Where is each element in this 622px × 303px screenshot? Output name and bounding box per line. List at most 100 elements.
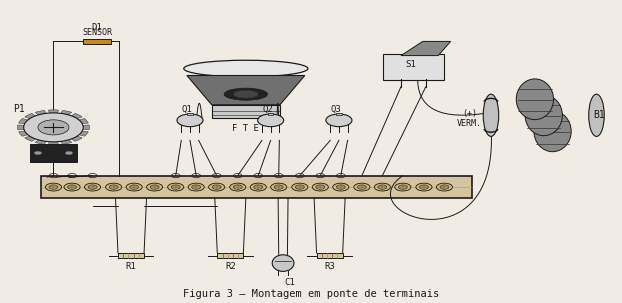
Ellipse shape [516,79,554,120]
Circle shape [399,185,407,189]
Circle shape [254,185,262,189]
Circle shape [168,183,183,191]
Circle shape [416,183,432,191]
Circle shape [38,120,69,135]
Circle shape [326,114,352,127]
Circle shape [274,185,283,189]
Text: R1: R1 [126,261,136,271]
Ellipse shape [183,60,308,77]
Circle shape [316,185,325,189]
Circle shape [395,183,411,191]
Circle shape [65,151,73,155]
Text: Q3: Q3 [330,105,341,114]
Wedge shape [49,110,58,127]
Circle shape [49,185,58,189]
FancyBboxPatch shape [383,54,444,80]
Text: S1: S1 [405,59,415,68]
Text: F T E: F T E [233,124,259,133]
Wedge shape [49,127,58,145]
Text: SENSOR: SENSOR [82,28,112,37]
FancyBboxPatch shape [41,176,472,198]
Circle shape [333,183,349,191]
Text: Figura 3 – Montagem em ponte de terminais: Figura 3 – Montagem em ponte de terminai… [183,289,439,299]
Ellipse shape [589,94,604,136]
Circle shape [233,185,242,189]
Circle shape [130,185,139,189]
Circle shape [440,185,449,189]
FancyBboxPatch shape [187,113,193,115]
Ellipse shape [525,95,562,136]
Ellipse shape [483,94,499,136]
Polygon shape [187,75,305,105]
Circle shape [258,114,284,127]
Circle shape [171,185,180,189]
Circle shape [295,185,304,189]
Circle shape [212,185,221,189]
Ellipse shape [272,255,294,271]
Wedge shape [53,127,88,136]
Wedge shape [53,113,82,127]
Circle shape [437,183,452,191]
Wedge shape [35,110,53,127]
FancyBboxPatch shape [317,253,343,258]
Wedge shape [17,125,53,130]
Circle shape [419,185,429,189]
Circle shape [192,185,201,189]
Ellipse shape [224,88,267,100]
FancyBboxPatch shape [83,39,111,44]
Circle shape [358,185,366,189]
Wedge shape [35,127,53,144]
FancyBboxPatch shape [337,113,341,115]
Circle shape [147,183,163,191]
Text: C1: C1 [284,278,295,287]
Circle shape [208,183,225,191]
Wedge shape [53,110,72,127]
Circle shape [126,183,142,191]
Circle shape [230,183,246,191]
Wedge shape [25,127,53,141]
Circle shape [312,183,328,191]
Text: R3: R3 [324,261,335,271]
Text: Q1: Q1 [182,105,192,114]
Wedge shape [19,127,53,136]
Circle shape [109,185,118,189]
FancyBboxPatch shape [217,253,243,258]
Circle shape [271,183,287,191]
Wedge shape [53,127,82,141]
FancyBboxPatch shape [118,253,144,258]
Circle shape [337,185,345,189]
Circle shape [250,183,266,191]
Circle shape [85,183,101,191]
Text: Q2: Q2 [262,105,273,114]
Wedge shape [53,127,72,144]
FancyBboxPatch shape [30,144,77,162]
Circle shape [292,183,308,191]
Text: B1: B1 [594,110,605,120]
Circle shape [177,114,203,127]
Circle shape [68,185,77,189]
Text: D1: D1 [91,23,102,32]
Circle shape [354,183,370,191]
Circle shape [45,183,62,191]
Wedge shape [53,125,90,130]
Ellipse shape [534,111,571,152]
Circle shape [88,185,97,189]
Wedge shape [25,113,53,127]
Polygon shape [401,42,450,55]
FancyBboxPatch shape [211,105,280,118]
Circle shape [378,185,387,189]
Circle shape [374,183,391,191]
Text: (+)
VERM.: (+) VERM. [457,108,482,128]
Circle shape [34,151,42,155]
Text: R2: R2 [225,261,236,271]
Circle shape [188,183,204,191]
Text: P1: P1 [14,104,25,114]
Circle shape [150,185,159,189]
Wedge shape [19,118,53,127]
Ellipse shape [233,90,258,98]
Circle shape [64,183,80,191]
FancyBboxPatch shape [268,113,273,115]
Wedge shape [53,118,88,127]
Circle shape [106,183,122,191]
Circle shape [24,113,83,142]
